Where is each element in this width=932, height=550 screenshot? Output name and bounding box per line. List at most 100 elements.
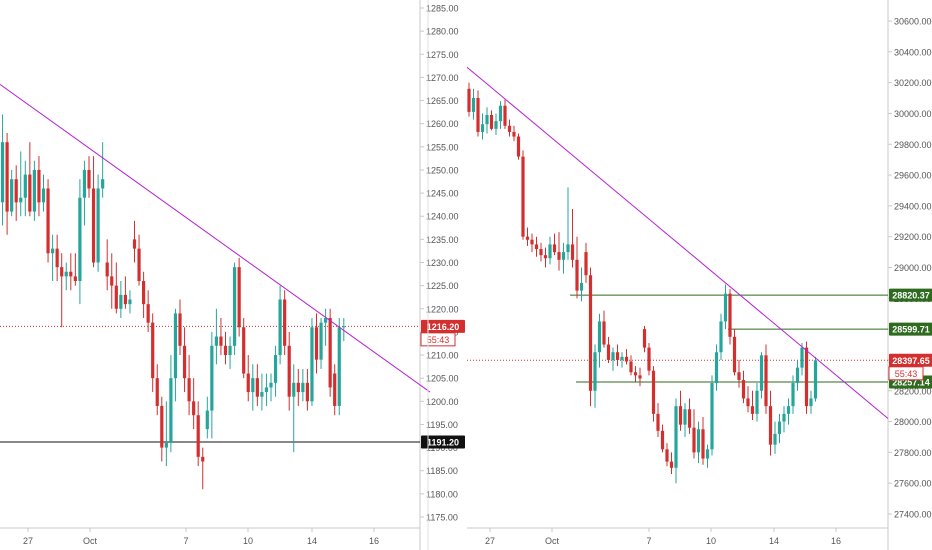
candle-body (164, 442, 168, 448)
candle (260, 373, 264, 411)
candle-body (651, 370, 656, 414)
candle (579, 267, 584, 302)
y-tick-label: 30400.00 (894, 47, 932, 57)
candle-body (319, 322, 323, 360)
candle (164, 401, 168, 467)
x-tick-label: 7 (183, 536, 188, 546)
candle (777, 413, 782, 444)
candle (91, 156, 96, 268)
candle (314, 313, 319, 374)
candle (543, 247, 548, 268)
support-price-tag: 1191.20 (427, 438, 459, 448)
candle (584, 242, 588, 283)
candle (123, 276, 127, 309)
candle (269, 373, 273, 402)
candle (813, 356, 818, 402)
candle-body (606, 344, 611, 360)
candle (728, 289, 732, 345)
current-price-tag-bg (889, 353, 932, 367)
candle-body (557, 252, 561, 260)
candle-body (728, 293, 732, 337)
candle (552, 233, 557, 256)
y-tick-label: 1230.00 (426, 258, 459, 268)
candle (305, 368, 309, 411)
candle (489, 110, 494, 131)
level-price-tag: 28257.14 (892, 377, 930, 387)
candle (32, 160, 36, 221)
candle-body (123, 294, 127, 305)
candle (19, 151, 23, 217)
candle-body (273, 355, 278, 383)
candle-body (678, 406, 683, 425)
candle-body (656, 413, 660, 431)
candle (633, 366, 638, 382)
candle-body (283, 299, 287, 346)
y-tick-label: 1240.00 (426, 212, 459, 222)
candle-body (543, 255, 548, 259)
candle-body (305, 382, 309, 402)
y-tick-label: 29000.00 (894, 263, 932, 273)
candle-body (5, 142, 9, 212)
y-tick-label: 1245.00 (426, 189, 459, 199)
candle (205, 396, 209, 439)
y-tick-label: 1210.00 (426, 351, 459, 361)
candle-body (755, 390, 759, 414)
candle-body (10, 179, 14, 212)
candle-body (782, 413, 786, 422)
candle (114, 262, 118, 314)
candle (638, 367, 642, 387)
y-tick-label: 30200.00 (894, 78, 932, 88)
candle-body (69, 271, 73, 277)
candle-body (228, 345, 232, 356)
candle-body (146, 304, 150, 323)
x-tick-label: 7 (646, 536, 651, 546)
y-tick-label: 1275.00 (426, 50, 459, 60)
candle (521, 150, 525, 240)
y-tick-label: 1235.00 (426, 235, 459, 245)
candle (678, 390, 683, 431)
candle-body (471, 98, 476, 112)
candle-body (642, 329, 647, 348)
trendline (0, 83, 431, 393)
candle-body (561, 252, 566, 260)
y-tick-label: 29800.00 (894, 140, 932, 150)
candle (201, 447, 205, 490)
candle (651, 366, 656, 422)
candle-body (132, 239, 137, 249)
candle-body (182, 345, 187, 379)
candle (606, 336, 611, 364)
candle (219, 318, 223, 356)
candle-body (60, 267, 64, 277)
candle (615, 344, 620, 367)
candle (539, 242, 543, 262)
y-tick-label: 1260.00 (426, 119, 459, 129)
candle (764, 344, 768, 414)
candle (597, 313, 602, 368)
candle-body (530, 239, 534, 245)
candle-body (620, 356, 624, 360)
candle-body (503, 105, 507, 126)
candle-body (342, 326, 346, 328)
candle (791, 375, 795, 414)
candle-body (292, 382, 296, 397)
candle (759, 352, 764, 399)
candle-body (777, 421, 782, 434)
candle-body (480, 124, 485, 132)
candle-body (786, 406, 791, 414)
candle-body (178, 313, 182, 346)
candle-body (759, 355, 764, 391)
candle-body (467, 88, 471, 112)
candle-body (32, 169, 36, 212)
candle (273, 345, 278, 397)
candle (155, 364, 159, 416)
y-tick-label: 1185.00 (426, 466, 458, 476)
current-price-tag: 1216.20 (427, 322, 460, 332)
candle-body (692, 427, 696, 453)
candle-body (597, 321, 602, 353)
candle-body (701, 429, 705, 459)
candle-body (696, 429, 701, 453)
candle-body (719, 321, 723, 353)
candle (512, 125, 516, 142)
y-tick-label: 30600.00 (894, 17, 932, 27)
candle (169, 355, 173, 453)
